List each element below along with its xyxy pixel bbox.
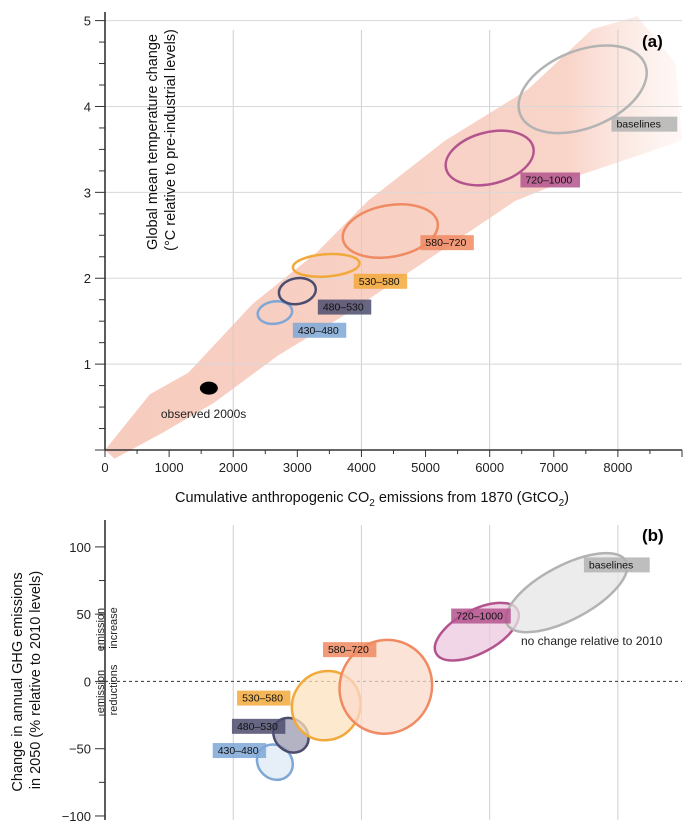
panel-a-y-tick-label: 1 — [84, 357, 91, 372]
scenario-tag-box — [451, 608, 511, 624]
scenario-tag-text: 430–480 — [218, 745, 259, 757]
emission-reductions-label: emission reductions — [95, 664, 120, 715]
scenario-tag-text: 430–480 — [298, 325, 339, 337]
panel-a-x-tick-label: 6000 — [475, 460, 504, 475]
scenario-tag-text: 530–580 — [359, 276, 400, 288]
panel-a-x-tick-label: 2000 — [219, 460, 248, 475]
scenario-ellipse-580-720 — [338, 638, 434, 735]
scenario-tag-430-480: 430–480 — [212, 743, 267, 759]
panel-a-x-tick-label: 1000 — [155, 460, 184, 475]
panel-a-y-tick-label: 2 — [84, 271, 91, 286]
panel-a-x-tick-label: 7000 — [539, 460, 568, 475]
scenario-tag-text: baselines — [589, 559, 633, 571]
panel-a-y-title-line1: Global mean temperature change — [145, 34, 161, 250]
observed-2000s-label: observed 2000s — [161, 407, 246, 421]
scenario-tag-baselines: baselines — [611, 116, 678, 132]
scenario-tag-text: 480–530 — [237, 721, 278, 733]
panel-a-y-title-line2: (°C relative to pre-industrial levels) — [163, 29, 179, 251]
scenario-tag-480-530: 480–530 — [231, 718, 286, 734]
scenario-tag-box — [231, 718, 286, 734]
panel-b-y-tick-label: −100 — [62, 809, 91, 824]
scenario-ellipse-580-720 — [341, 203, 440, 259]
scenario-ellipse-430-480 — [256, 300, 294, 326]
panel-b-y-title-line1: Change in annual GHG emissions — [10, 572, 26, 791]
panel-b-y-title-line2: in 2050 (% relative to 2010 levels) — [28, 571, 44, 789]
panel-a-y-tick-label: 5 — [84, 14, 91, 29]
scenario-ellipse-baselines — [504, 551, 629, 634]
scenario-tag-text: 480–530 — [323, 302, 364, 314]
scenario-tag-box — [520, 172, 581, 188]
scenario-tag-box — [353, 273, 408, 289]
panel-b-y-tick-label: 0 — [84, 674, 91, 689]
panel-a: 1 2 3 4 5 0 1000 2000 3000 4000 5000 6000 7000 8000 4… — [84, 12, 683, 509]
panel-a-y-tick-label: 3 — [84, 185, 91, 200]
panel-a-x-tick-label: 8000 — [603, 460, 632, 475]
scenario-tag-430-480: 430–480 — [292, 322, 347, 338]
scenario-tag-text: 580–720 — [328, 644, 369, 656]
scenario-tag-box — [317, 299, 372, 315]
panel-b: −100 −50 0 50 100 430–480 480–530 530–580 580–7… — [10, 520, 682, 824]
scenario-tag-530-580: 530–580 — [353, 273, 408, 289]
panel-a-x-tick-label: 3000 — [283, 460, 312, 475]
scenario-tag-box — [322, 642, 377, 658]
panel-a-label: (a) — [642, 32, 663, 51]
scenario-tag-text: 720–1000 — [525, 174, 572, 186]
panel-a-y-axis-title: Global mean temperature change (°C relat… — [145, 29, 179, 251]
scenario-tag-720-1000: 720–1000 — [520, 172, 581, 188]
panel-a-y-tick-label: 4 — [84, 99, 91, 114]
panel-b-y-tick-label: −50 — [69, 742, 91, 757]
scenario-tag-720-1000: 720–1000 — [451, 608, 511, 624]
scenario-tag-box — [583, 557, 650, 573]
panel-a-x-tick-label: 5000 — [411, 460, 440, 475]
scenario-tag-box — [611, 116, 678, 132]
scenario-tag-baselines: baselines — [583, 557, 650, 573]
panel-b-y-tick-label: 50 — [77, 607, 91, 622]
scenario-tag-text: 530–580 — [242, 693, 283, 705]
scenario-tag-box — [212, 743, 267, 759]
emission-increase-label: emission increase — [95, 605, 120, 651]
uncertainty-band — [105, 16, 682, 459]
scenario-ellipse-480-530 — [277, 276, 318, 306]
observed-2000s-marker — [199, 381, 218, 395]
panel-a-x-tick-label: 4000 — [347, 460, 376, 475]
panel-b-y-axis-title: Change in annual GHG emissions in 2050 (… — [10, 568, 44, 791]
scenario-ellipse-720-1000 — [444, 129, 535, 187]
zero-line-label: no change relative to 2010 — [521, 634, 663, 648]
scenario-ellipse-baselines — [517, 44, 648, 135]
scenario-tag-text: baselines — [616, 119, 660, 131]
scenario-tag-580-720: 580–720 — [420, 235, 474, 251]
scenario-tag-box — [292, 322, 347, 338]
scenario-tag-box — [237, 690, 291, 706]
scenario-tag-box — [420, 235, 474, 251]
scenario-tag-text: 720–1000 — [456, 611, 503, 623]
panel-b-y-tick-label: 100 — [69, 540, 91, 555]
scenario-tag-480-530: 480–530 — [317, 299, 372, 315]
panel-a-x-tick-label: 0 — [101, 460, 108, 475]
scenario-ellipse-530-580 — [291, 252, 361, 278]
panel-a-x-axis-title: Cumulative anthropogenic CO2 emissions f… — [175, 490, 569, 509]
scenario-tag-580-720: 580–720 — [322, 642, 377, 658]
panel-b-label: (b) — [642, 526, 664, 545]
scenario-tag-530-580: 530–580 — [237, 690, 291, 706]
scenario-tag-text: 580–720 — [425, 237, 466, 249]
